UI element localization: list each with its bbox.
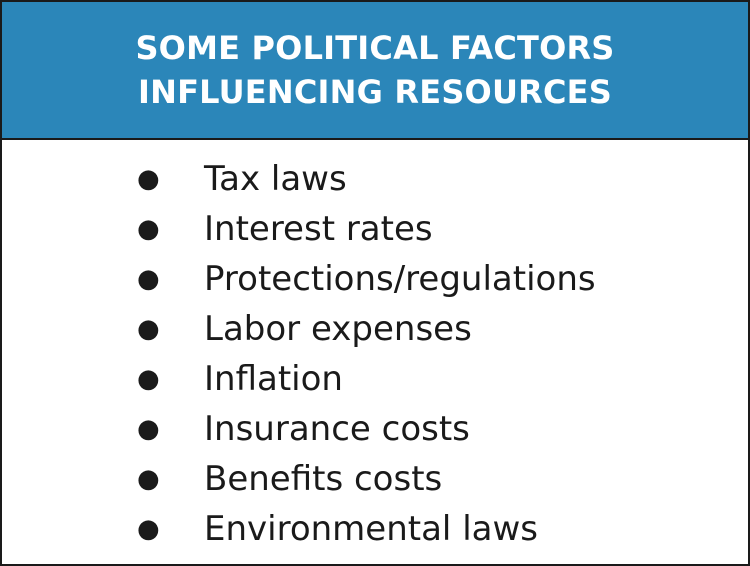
list-item: ● Environmental laws	[2, 504, 748, 554]
header-title-line-1: SOME POLITICAL FACTORS	[135, 29, 615, 67]
list-item: ● Labor expenses	[2, 304, 748, 354]
bullet-icon: ●	[137, 364, 160, 394]
bullet-icon: ●	[137, 264, 160, 294]
list-item-text: Environmental laws	[204, 509, 538, 549]
list-item: ● Inflation	[2, 354, 748, 404]
list-item: ● Benefits costs	[2, 454, 748, 504]
list-item-text: Benefits costs	[204, 459, 443, 499]
header-title-line-2: INFLUENCING RESOURCES	[138, 73, 612, 111]
bullet-icon: ●	[137, 314, 160, 344]
list-item-text: Inflation	[204, 359, 343, 399]
factors-list: ● Tax laws ● Interest rates ● Protection…	[2, 154, 748, 554]
list-item-text: Tax laws	[204, 159, 347, 199]
bullet-icon: ●	[137, 514, 160, 544]
list-item-text: Interest rates	[204, 209, 433, 249]
list-item-text: Insurance costs	[204, 409, 470, 449]
bullet-icon: ●	[137, 214, 160, 244]
list-item-text: Labor expenses	[204, 309, 472, 349]
bullet-icon: ●	[137, 164, 160, 194]
list-item: ● Protections/regulations	[2, 254, 748, 304]
card-header: SOME POLITICAL FACTORS INFLUENCING RESOU…	[2, 2, 748, 140]
list-item-text: Protections/regulations	[204, 259, 596, 299]
bullet-icon: ●	[137, 414, 160, 444]
list-item: ● Tax laws	[2, 154, 748, 204]
list-item: ● Interest rates	[2, 204, 748, 254]
list-item: ● Insurance costs	[2, 404, 748, 454]
bullet-icon: ●	[137, 464, 160, 494]
